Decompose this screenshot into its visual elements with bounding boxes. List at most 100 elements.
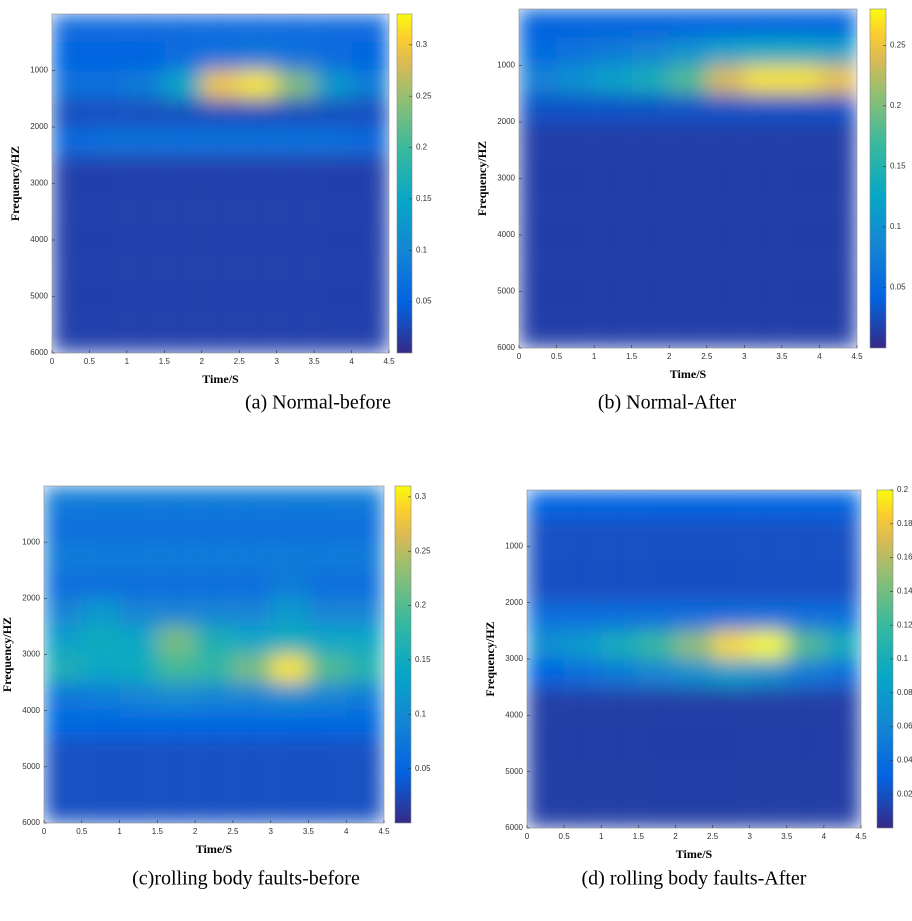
heatmap-cell <box>781 65 820 94</box>
heatmap-cell <box>308 626 347 655</box>
heatmap-cell <box>314 183 352 212</box>
heatmap-cell <box>44 654 82 683</box>
colorbar-tick-label: 0.1 <box>415 709 427 718</box>
heatmap-cell <box>314 70 352 99</box>
x-tick-label: 2 <box>193 827 198 836</box>
colorbar-tick-label: 0.25 <box>415 546 431 555</box>
heatmap-cell <box>594 37 632 66</box>
heatmap-cell <box>239 183 277 212</box>
heatmap-cell <box>308 710 347 739</box>
heatmap-cell <box>527 771 565 800</box>
heatmap-cell <box>164 42 202 71</box>
heatmap-cell <box>706 65 745 94</box>
colorbar-tick-label: 0.2 <box>416 143 428 152</box>
heatmap-cell <box>819 235 857 264</box>
heatmap-cell <box>126 211 165 240</box>
heatmap-cell <box>706 93 745 122</box>
heatmap-cell <box>44 598 82 627</box>
colorbar-tick-label: 0.12 <box>897 620 912 629</box>
x-tick-label: 4.5 <box>851 352 863 361</box>
heatmap-cell <box>239 324 277 353</box>
heatmap-cell <box>276 183 315 212</box>
heatmap-cell <box>706 206 745 235</box>
heatmap-cell <box>351 127 389 156</box>
heatmap-cell <box>527 518 565 547</box>
heatmap-cell <box>823 546 861 575</box>
heatmap-cell <box>519 263 557 292</box>
heatmap-cell <box>351 211 389 240</box>
heatmap-cell <box>669 9 707 38</box>
heatmap-cell <box>52 155 90 184</box>
heatmap-cell <box>44 794 82 823</box>
heatmap-cell <box>706 150 745 179</box>
heatmap-cell <box>270 570 309 599</box>
heatmap-cell <box>119 514 158 543</box>
heatmap-cell <box>201 127 240 156</box>
heatmap-cell <box>81 766 120 795</box>
heatmap-cell <box>744 93 782 122</box>
heatmap-cell <box>675 687 713 716</box>
heatmap-cell <box>781 206 820 235</box>
heatmap-cell <box>351 42 389 71</box>
heatmap-cell <box>164 127 202 156</box>
heatmap-cell <box>601 715 639 744</box>
heatmap-cell <box>195 598 233 627</box>
heatmap-cell <box>675 715 713 744</box>
heatmap-cell <box>44 542 82 571</box>
heatmap-cell <box>119 542 158 571</box>
colorbar-tick-label: 0.1 <box>890 222 902 231</box>
heatmap-cell <box>164 324 202 353</box>
colorbar-tick-label: 0.04 <box>897 756 912 765</box>
heatmap-cell <box>527 687 565 716</box>
heatmap-cell <box>232 710 271 739</box>
heatmap-cell <box>81 738 120 767</box>
heatmap-cell <box>712 715 750 744</box>
heatmap-cell <box>744 9 782 38</box>
heatmap-cell <box>601 518 639 547</box>
heatmap-cell <box>164 70 202 99</box>
y-tick-label: 5000 <box>497 287 515 296</box>
heatmap-cell <box>675 771 713 800</box>
heatmap-cell <box>52 240 90 269</box>
heatmap-cell <box>351 324 389 353</box>
heatmap-cell <box>314 211 352 240</box>
heatmap-cell <box>749 490 787 519</box>
y-tick-label: 6000 <box>30 348 48 357</box>
heatmap-cell <box>556 178 595 207</box>
heatmap-cell <box>594 235 632 264</box>
x-tick-label: 4.5 <box>383 357 395 366</box>
heatmap-cell <box>781 235 820 264</box>
y-tick-label: 4000 <box>505 710 523 719</box>
heatmap-cell <box>781 9 820 38</box>
heatmap-cell <box>638 546 676 575</box>
heatmap-cell <box>119 682 158 711</box>
y-axis-label: Frequency/HZ <box>483 621 497 696</box>
heatmap-cell <box>157 710 196 739</box>
heatmap-cell <box>126 98 165 127</box>
heatmap-cell <box>594 206 632 235</box>
heatmap-cell <box>89 42 127 71</box>
heatmap-cell <box>351 240 389 269</box>
heatmap-cell <box>346 738 384 767</box>
heatmap-cell <box>527 546 565 575</box>
heatmap-cell <box>786 602 824 631</box>
y-tick-label: 1000 <box>497 61 515 70</box>
heatmap-cell <box>675 490 713 519</box>
colorbar <box>869 8 887 349</box>
heatmap-cell <box>669 263 707 292</box>
heatmap-cell <box>675 659 713 688</box>
heatmap-cell <box>786 630 824 659</box>
heatmap-cell <box>669 319 707 348</box>
y-tick-label: 4000 <box>497 230 515 239</box>
colorbar-tick-label: 0.25 <box>890 40 906 49</box>
heatmap-cell <box>346 486 384 515</box>
heatmap-cell <box>823 799 861 828</box>
heatmap-cell <box>519 319 557 348</box>
heatmap-cell <box>270 682 309 711</box>
heatmap-cell <box>749 659 787 688</box>
heatmap-cell <box>195 542 233 571</box>
heatmap-cell <box>232 598 271 627</box>
heatmap-cell <box>314 98 352 127</box>
heatmap-cell <box>744 235 782 264</box>
